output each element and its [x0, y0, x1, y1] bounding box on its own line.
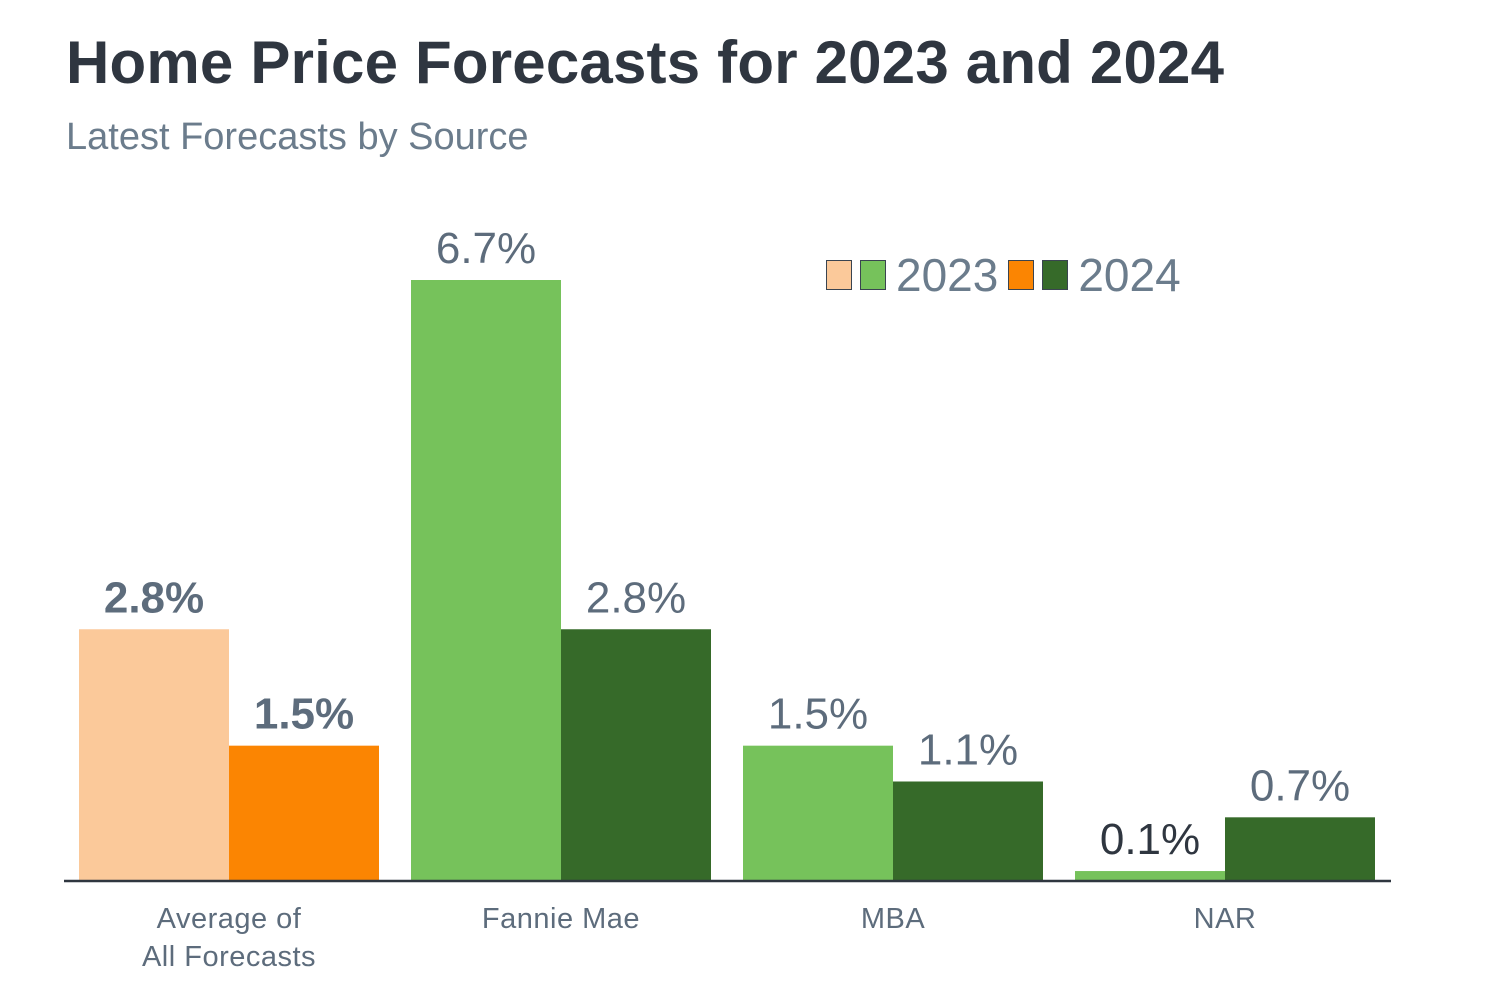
legend-label-2023: 2023 [896, 249, 999, 301]
bar-2023-3 [1075, 871, 1225, 880]
data-label-2023-1: 6.7% [436, 224, 536, 273]
bar-2023-0 [79, 629, 229, 880]
bar-2024-0 [229, 745, 379, 880]
legend-swatch-2024-sources [1042, 260, 1069, 290]
bar-2024-1 [561, 629, 711, 880]
chart-subtitle: Latest Forecasts by Source [66, 116, 529, 158]
data-label-2023-0: 2.8% [104, 573, 204, 622]
bar-2024-2 [893, 781, 1043, 880]
data-label-2024-1: 2.8% [586, 573, 686, 622]
data-label-2024-2: 1.1% [918, 725, 1018, 774]
category-label-2: MBA [861, 903, 926, 935]
legend: 2023 2024 [826, 252, 1191, 298]
bar-2023-1 [411, 280, 561, 880]
data-label-2023-2: 1.5% [768, 690, 868, 739]
legend-swatch-2023-average [826, 260, 852, 290]
category-label-1: Fannie Mae [482, 903, 640, 935]
data-label-2023-3: 0.1% [1100, 815, 1200, 864]
chart-title: Home Price Forecasts for 2023 and 2024 [66, 29, 1225, 96]
category-label-3: NAR [1194, 903, 1257, 935]
category-label-line: All Forecasts [142, 941, 316, 973]
category-label-line: Fannie Mae [482, 903, 640, 935]
data-label-2024-0: 1.5% [254, 690, 354, 739]
legend-swatch-2023-sources [860, 260, 886, 290]
data-label-2024-3: 0.7% [1250, 761, 1350, 810]
category-label-line: MBA [861, 903, 926, 935]
bar-2024-3 [1225, 817, 1375, 880]
legend-label-2024: 2024 [1078, 249, 1181, 301]
legend-swatch-2024-average [1008, 260, 1035, 290]
category-label-line: NAR [1194, 903, 1257, 935]
bar-2023-2 [743, 745, 893, 880]
category-label-0: Average of All Forecasts [142, 903, 316, 973]
category-label-line: Average of [157, 903, 302, 935]
